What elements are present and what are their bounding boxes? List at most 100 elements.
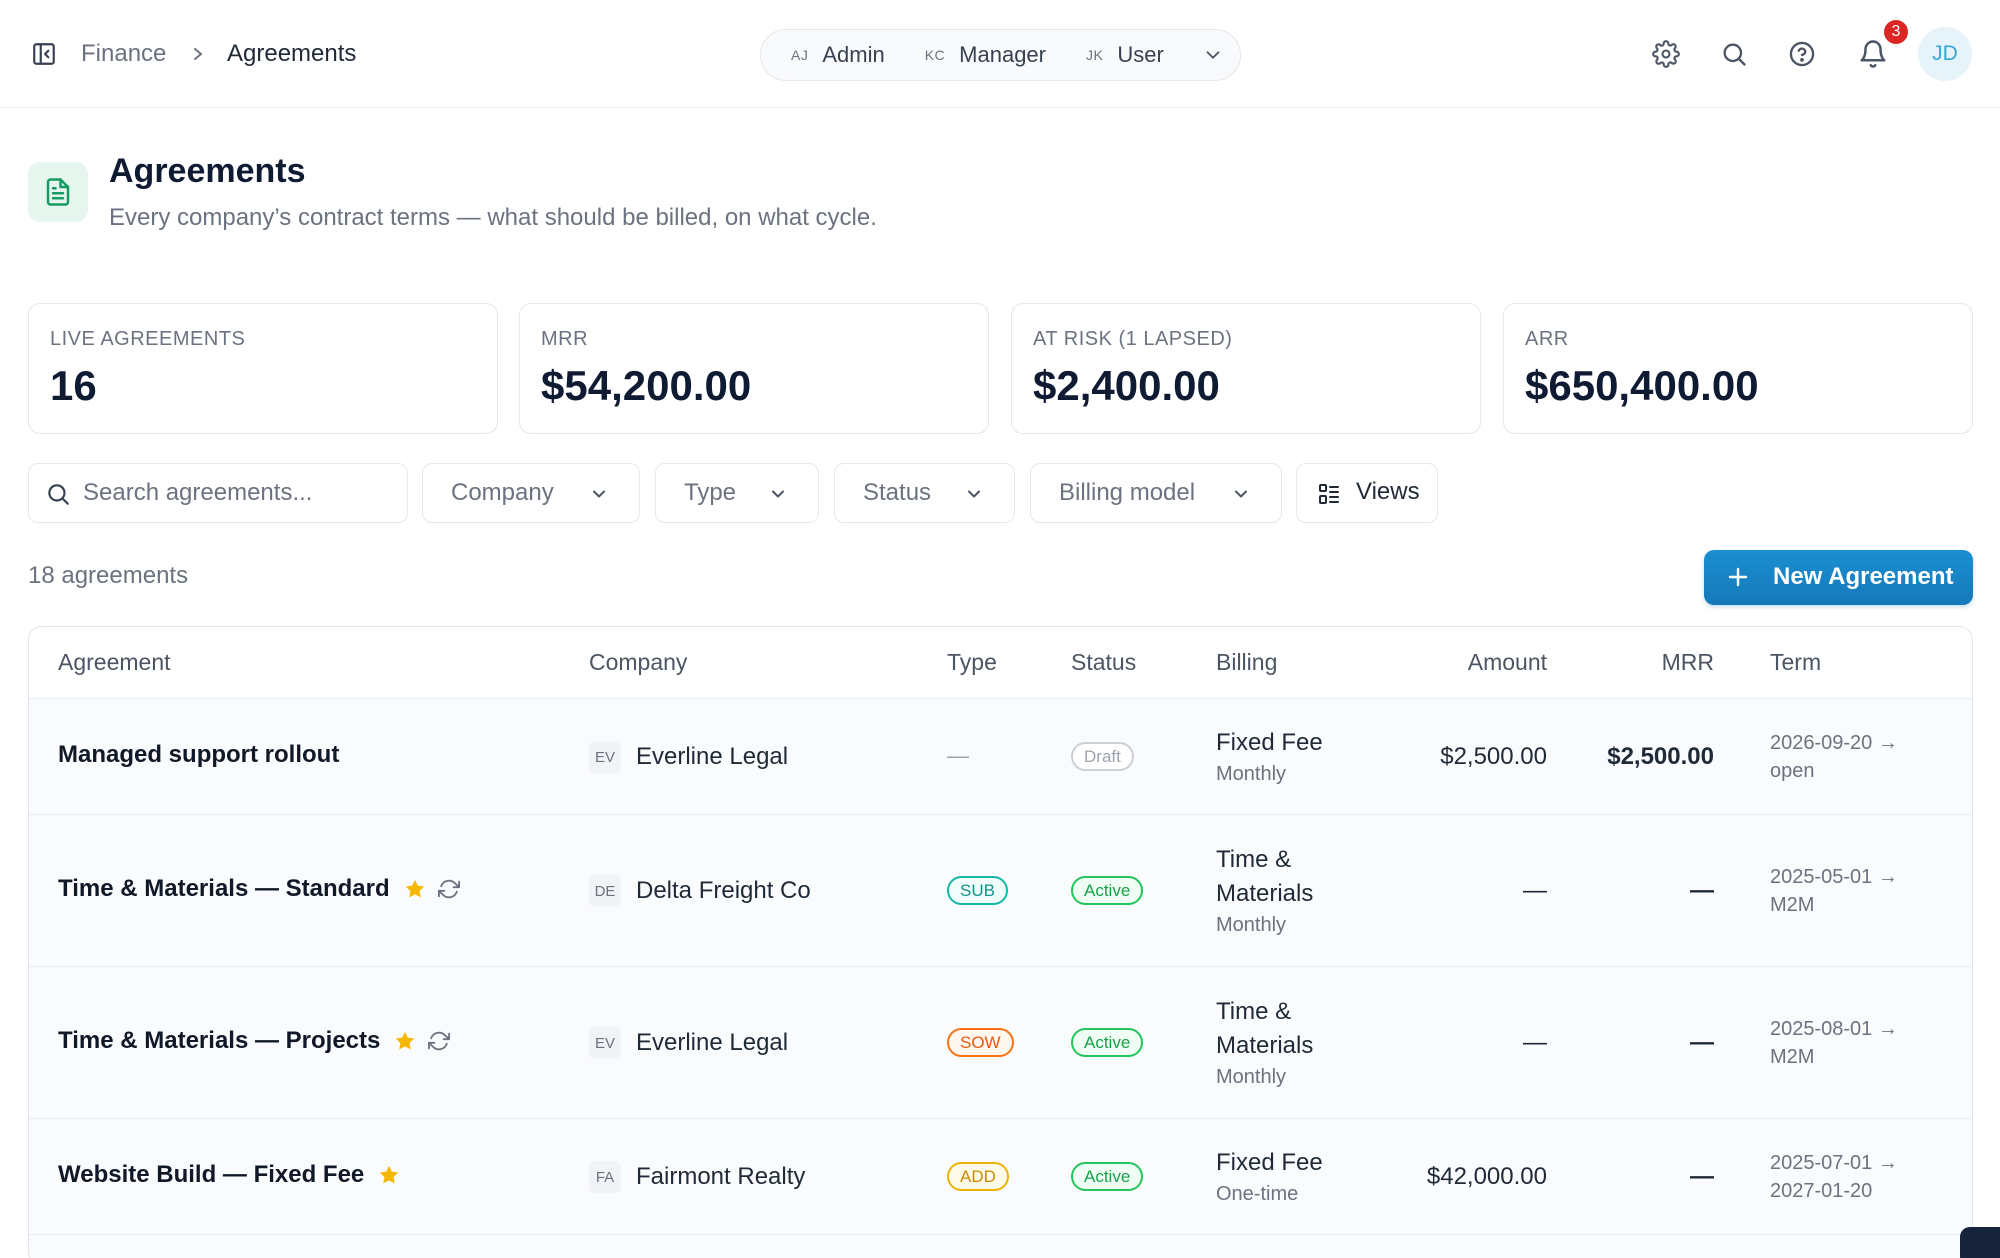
breadcrumb-current: Agreements	[227, 40, 357, 67]
column-header-amount[interactable]: Amount	[1467, 649, 1547, 675]
table-row[interactable]: Managed support rollout EV Everline Legal —…	[29, 699, 1972, 815]
billing-cycle: One-time	[1216, 1183, 1299, 1205]
role-admin[interactable]: AJ Admin	[791, 42, 885, 68]
chevron-down-icon[interactable]	[1202, 44, 1224, 66]
column-header-agreement[interactable]: Agreement	[58, 649, 171, 675]
term-end: M2M	[1770, 894, 1815, 916]
breadcrumb-parent[interactable]: Finance	[81, 40, 167, 67]
column-header-status[interactable]: Status	[1071, 649, 1137, 675]
kpi-value: $54,200.00	[541, 362, 752, 409]
recurring-icon	[428, 1030, 451, 1052]
views-button[interactable]: Views	[1296, 463, 1438, 523]
notification-badge: 3	[1882, 18, 1910, 46]
billing-model: Time &	[1216, 846, 1292, 873]
agreement-name-cell[interactable]: Website Build — Fixed Fee	[58, 1161, 400, 1189]
agreement-name[interactable]: Website Build — Fixed Fee	[58, 1161, 365, 1188]
role-initials: JK	[1086, 47, 1104, 63]
status-filter-label: Status	[863, 479, 932, 506]
table-row[interactable]: Time & Materials — Standard DE Delta Freig…	[29, 815, 1972, 967]
agreement-name-cell[interactable]: Time & Materials — Projects	[58, 1027, 451, 1055]
page-subtitle: Every company’s contract terms — what sh…	[109, 204, 877, 231]
avatar[interactable]: JD	[1918, 27, 1972, 81]
new-agreement-button[interactable]: New Agreement	[1704, 550, 1973, 605]
star-icon[interactable]	[404, 878, 426, 900]
agreement-name[interactable]: Time & Materials — Projects	[58, 1027, 381, 1054]
role-initials: KC	[924, 47, 946, 63]
search-icon[interactable]	[1718, 38, 1750, 70]
company-initials-badge: EV	[589, 741, 621, 773]
agreement-name[interactable]: Time & Materials — Standard	[58, 875, 390, 902]
page-title: Agreements	[109, 152, 306, 190]
billing-cycle: Monthly	[1216, 763, 1287, 785]
chevron-right-icon	[190, 42, 206, 66]
star-icon[interactable]	[394, 1030, 416, 1052]
company-cell[interactable]: DE Delta Freight Co	[589, 875, 811, 907]
term-start: 2026-09-20 →	[1770, 732, 1898, 754]
agreement-name-cell[interactable]: Managed support rollout	[58, 741, 339, 769]
kpi-value: $650,400.00	[1525, 362, 1759, 409]
role-label: User	[1117, 42, 1164, 67]
billing-cell: Time & Materials Monthly	[1216, 995, 1313, 1091]
status-filter-dropdown[interactable]: Status	[834, 463, 1015, 523]
assistant-launcher[interactable]	[1960, 1227, 2000, 1258]
column-header-billing[interactable]: Billing	[1216, 649, 1278, 675]
term-start: 2025-08-01 →	[1770, 1018, 1898, 1040]
column-header-type[interactable]: Type	[947, 649, 997, 675]
kpi-label: AT RISK (1 LAPSED)	[1033, 328, 1233, 350]
term-end: 2027-01-20	[1770, 1180, 1873, 1202]
billing-model: Fixed Fee	[1216, 1149, 1323, 1176]
column-header-mrr[interactable]: MRR	[1661, 649, 1714, 675]
amount-cell: —	[1523, 1029, 1547, 1056]
column-header-company[interactable]: Company	[589, 649, 688, 675]
term-end: open	[1770, 760, 1815, 782]
billing-cell: Time & Materials Monthly	[1216, 843, 1313, 939]
role-user[interactable]: JK User	[1086, 42, 1164, 68]
company-cell[interactable]: EV Everline Legal	[589, 741, 788, 773]
company-name[interactable]: Everline Legal	[636, 1029, 789, 1056]
amount-cell: $42,000.00	[1426, 1163, 1547, 1190]
agreements-count: 18 agreements	[28, 562, 189, 589]
company-filter-dropdown[interactable]: Company	[422, 463, 640, 523]
table-row[interactable]: Website Build — Fixed Fee FA Fairmont Real…	[29, 1119, 1972, 1235]
recurring-icon	[437, 878, 460, 900]
company-cell[interactable]: EV Everline Legal	[589, 1027, 788, 1059]
chevron-down-icon	[589, 484, 609, 504]
company-initials-badge: DE	[589, 875, 621, 907]
billing-model: Fixed Fee	[1216, 729, 1323, 756]
views-label: Views	[1356, 478, 1420, 505]
role-manager[interactable]: KC Manager	[925, 42, 1046, 68]
term-cell: 2025-05-01 → M2M	[1770, 863, 1898, 919]
billing-model: Materials	[1216, 880, 1314, 907]
term-cell: 2025-07-01 → 2027-01-20	[1770, 1149, 1898, 1205]
sidebar-toggle-icon[interactable]	[30, 40, 58, 68]
chevron-down-icon	[768, 484, 788, 504]
search-input[interactable]	[83, 474, 383, 512]
company-name[interactable]: Delta Freight Co	[636, 877, 811, 904]
table-row[interactable]: Time & Materials — Projects EV Everline Le…	[29, 967, 1972, 1119]
company-name[interactable]: Everline Legal	[636, 743, 789, 770]
status-badge: Active	[1071, 1028, 1144, 1057]
kpi-label: MRR	[541, 328, 589, 350]
search-box[interactable]	[28, 463, 408, 523]
status-badge: Draft	[1071, 742, 1134, 771]
table-row[interactable]	[29, 1235, 1972, 1258]
bell-icon[interactable]	[1857, 38, 1889, 70]
kpi-card-live-agreements: LIVE AGREEMENTS 16	[28, 303, 498, 434]
kpi-label: ARR	[1525, 328, 1569, 350]
search-icon	[45, 481, 71, 507]
company-cell[interactable]: FA Fairmont Realty	[589, 1161, 805, 1193]
billing-model-filter-label: Billing model	[1059, 479, 1196, 506]
gear-icon[interactable]	[1650, 38, 1682, 70]
billing-model-filter-dropdown[interactable]: Billing model	[1030, 463, 1282, 523]
role-switcher[interactable]: AJ Admin KC Manager JK User	[760, 29, 1241, 81]
column-header-term[interactable]: Term	[1770, 649, 1822, 675]
agreement-name-cell[interactable]: Time & Materials — Standard	[58, 875, 460, 903]
help-icon[interactable]	[1786, 38, 1818, 70]
type-filter-dropdown[interactable]: Type	[655, 463, 819, 523]
star-icon[interactable]	[378, 1164, 400, 1186]
agreement-name[interactable]: Managed support rollout	[58, 741, 340, 768]
amount-cell: —	[1523, 877, 1547, 904]
status-badge: Active	[1071, 1162, 1144, 1191]
company-name[interactable]: Fairmont Realty	[636, 1163, 806, 1190]
role-label: Admin	[822, 42, 885, 67]
